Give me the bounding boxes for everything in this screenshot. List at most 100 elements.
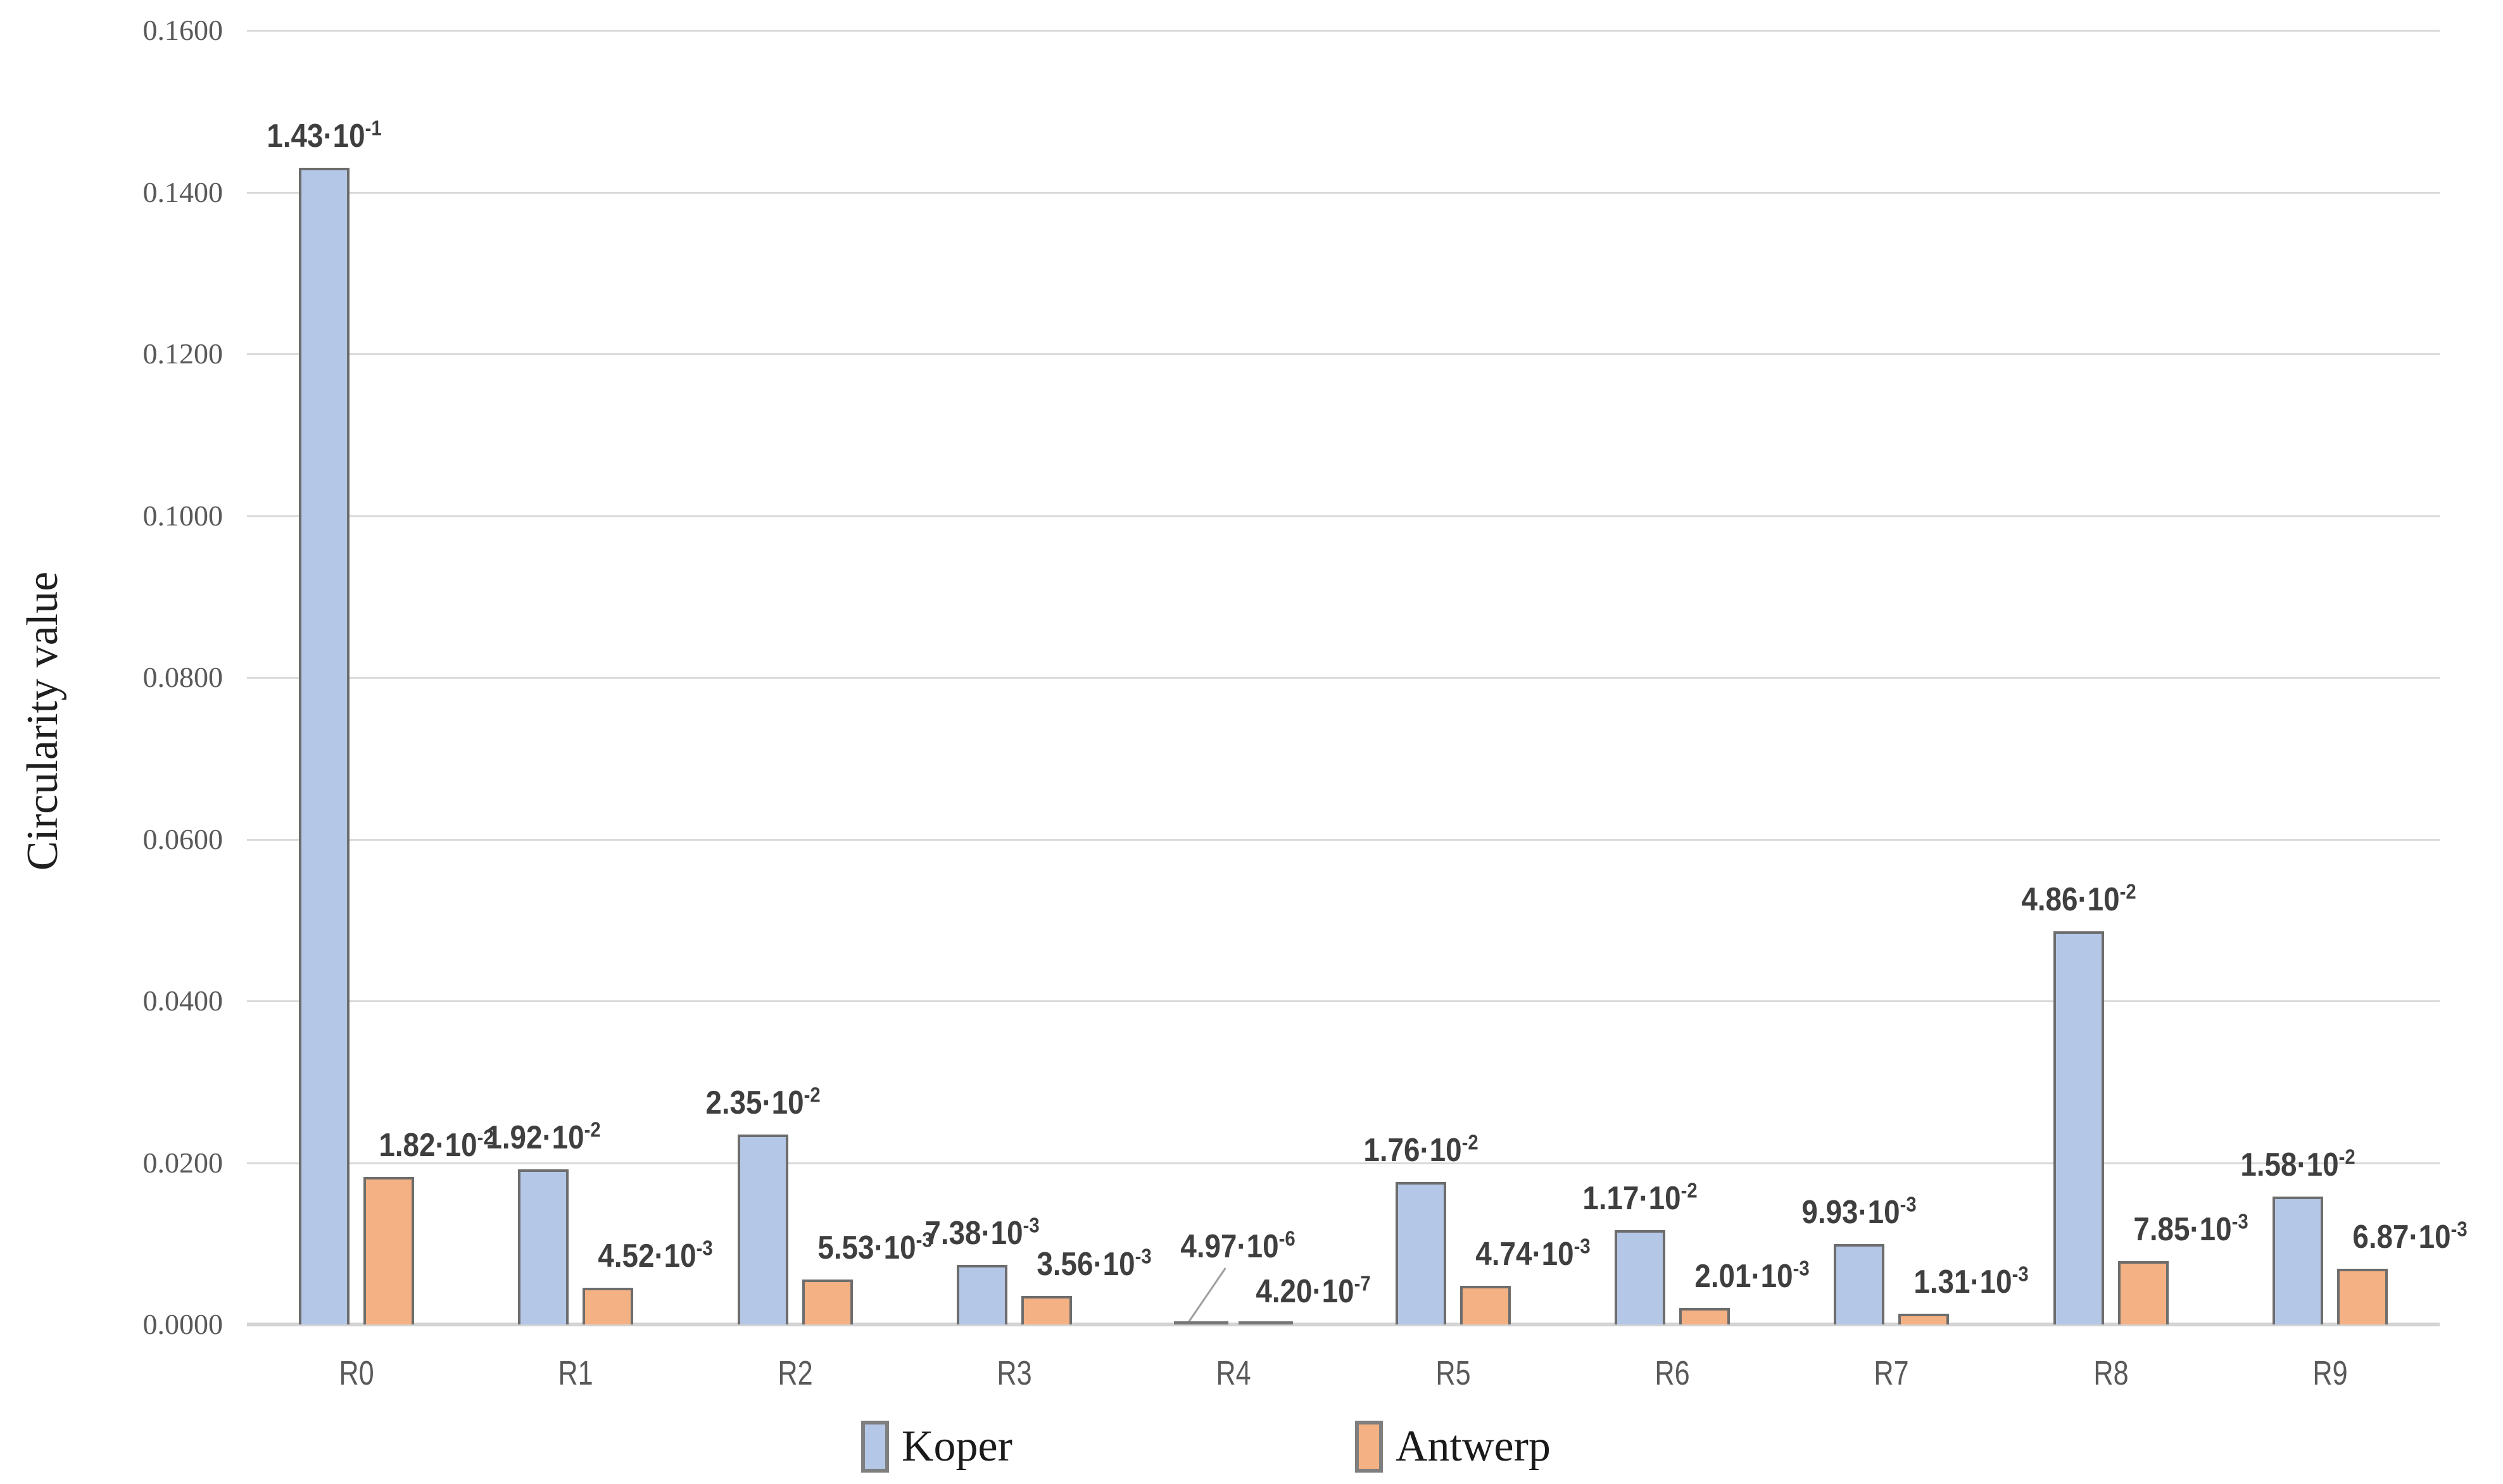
gridline	[247, 1000, 2440, 1002]
data-label-text: 4.74·10-3	[1475, 1235, 1591, 1273]
x-tick-label: R4	[1212, 1356, 1256, 1390]
x-axis-line	[247, 1323, 2440, 1326]
data-label-koper-r5: 1.76·10-2	[1356, 1133, 1486, 1168]
data-label-koper-r7: 9.93·10-3	[1794, 1195, 1924, 1230]
bar-koper-r1	[518, 1169, 569, 1324]
data-label-koper-r4: 4.97·10-6	[1173, 1229, 1303, 1264]
x-tick-label: R3	[993, 1356, 1037, 1390]
bar-antwerp-r7	[1898, 1314, 1950, 1324]
x-tick-label: R0	[335, 1356, 379, 1390]
x-tick-label: R8	[2089, 1356, 2133, 1390]
gridline	[247, 353, 2440, 355]
gridline	[247, 30, 2440, 32]
bar-antwerp-r4	[1239, 1321, 1294, 1324]
data-label-antwerp-r8: 7.85·10-3	[2126, 1212, 2256, 1247]
data-label-text: 4.20·10-7	[1256, 1272, 1371, 1310]
data-label-text: 4.97·10-6	[1180, 1227, 1296, 1265]
data-label-text: 6.87·10-3	[2352, 1217, 2468, 1255]
x-tick-text: R4	[1216, 1354, 1251, 1392]
bar-koper-r8	[2053, 931, 2104, 1324]
data-label-antwerp-r2: 5.53·10-3	[810, 1230, 940, 1266]
y-tick-label: 0.1000	[142, 499, 224, 532]
y-tick-label: 0.0800	[142, 661, 224, 693]
bar-antwerp-r0	[363, 1177, 415, 1324]
data-label-antwerp-r7: 1.31·10-3	[1906, 1264, 2036, 1300]
x-tick-text: R2	[778, 1354, 813, 1392]
data-label-text: 9.93·10-3	[1801, 1193, 1917, 1231]
x-tick-label: R6	[1650, 1356, 1694, 1390]
data-label-text: 3.56·10-3	[1037, 1245, 1152, 1283]
bar-antwerp-r1	[583, 1288, 634, 1324]
bar-koper-r2	[737, 1135, 788, 1324]
data-label-text: 1.82·10-2	[379, 1126, 494, 1164]
data-label-antwerp-r9: 6.87·10-3	[2345, 1219, 2475, 1255]
bar-koper-r7	[1834, 1244, 1885, 1324]
data-label-koper-r1: 1.92·10-2	[478, 1120, 608, 1155]
x-tick-text: R1	[558, 1354, 594, 1392]
data-label-antwerp-r4: 4.20·10-7	[1248, 1274, 1378, 1309]
bar-antwerp-r3	[1021, 1296, 1073, 1324]
x-tick-text: R3	[997, 1354, 1032, 1392]
bar-koper-r5	[1395, 1182, 1446, 1324]
legend-label-koper: Koper	[902, 1422, 1012, 1471]
x-tick-text: R0	[339, 1354, 374, 1392]
data-label-koper-r0: 1.43·10-1	[259, 118, 389, 154]
bar-antwerp-r8	[2117, 1261, 2169, 1324]
data-label-text: 7.85·10-3	[2133, 1210, 2248, 1248]
y-tick-label: 0.1600	[142, 14, 224, 46]
legend-entry-antwerp: Antwerp	[1355, 1412, 1551, 1481]
data-label-text: 1.17·10-2	[1582, 1179, 1698, 1217]
gridline	[247, 838, 2440, 841]
data-label-text: 4.86·10-2	[2021, 880, 2136, 918]
data-label-koper-r3: 7.38·10-3	[917, 1216, 1047, 1251]
bar-antwerp-r2	[802, 1280, 853, 1324]
data-label-antwerp-r6: 2.01·10-3	[1687, 1259, 1817, 1294]
y-axis-title: Circularity value	[18, 571, 67, 871]
x-tick-label: R5	[1431, 1356, 1475, 1390]
data-label-text: 4.52·10-3	[598, 1236, 714, 1274]
bar-koper-r4	[1174, 1321, 1229, 1324]
data-label-text: 7.38·10-3	[924, 1214, 1040, 1252]
data-label-koper-r9: 1.58·10-2	[2233, 1147, 2363, 1183]
data-label-text: 2.01·10-3	[1694, 1257, 1810, 1295]
data-label-text: 2.35·10-2	[705, 1083, 821, 1121]
data-label-antwerp-r0: 1.82·10-2	[371, 1128, 501, 1163]
legend-swatch-koper	[861, 1421, 889, 1473]
bar-koper-r3	[957, 1265, 1008, 1324]
x-tick-text: R5	[1435, 1354, 1471, 1392]
x-tick-text: R9	[2312, 1354, 2348, 1392]
bar-antwerp-r5	[1460, 1286, 1511, 1324]
x-tick-label: R7	[1870, 1356, 1914, 1390]
x-tick-label: R1	[554, 1356, 598, 1390]
legend-label-antwerp: Antwerp	[1396, 1422, 1551, 1471]
data-label-koper-r8: 4.86·10-2	[2014, 882, 2144, 917]
data-label-antwerp-r3: 3.56·10-3	[1029, 1247, 1159, 1282]
data-label-antwerp-r5: 4.74·10-3	[1468, 1236, 1598, 1272]
data-label-text: 1.92·10-2	[486, 1118, 602, 1156]
y-tick-label: 0.0600	[142, 822, 224, 855]
y-tick-label: 0.0200	[142, 1146, 224, 1179]
legend-swatch-antwerp	[1355, 1421, 1383, 1473]
legend-entry-koper: Koper	[861, 1412, 1012, 1481]
data-label-koper-r6: 1.17·10-2	[1575, 1181, 1705, 1216]
data-label-text: 1.43·10-1	[267, 116, 382, 154]
x-tick-text: R8	[2093, 1354, 2129, 1392]
x-tick-label: R9	[2308, 1356, 2352, 1390]
y-tick-label: 0.1400	[142, 175, 224, 208]
bar-antwerp-r6	[1679, 1308, 1730, 1324]
data-label-text: 1.76·10-2	[1363, 1131, 1478, 1169]
x-tick-text: R6	[1655, 1354, 1690, 1392]
gridline	[247, 1162, 2440, 1164]
bar-koper-r0	[299, 168, 350, 1324]
bar-koper-r9	[2272, 1197, 2323, 1324]
leader-line	[1188, 1267, 1226, 1323]
x-tick-label: R2	[773, 1356, 817, 1390]
gridline	[247, 677, 2440, 679]
data-label-text: 1.58·10-2	[2240, 1145, 2355, 1183]
x-tick-text: R7	[1874, 1354, 1909, 1392]
gridline	[247, 515, 2440, 517]
gridline	[247, 191, 2440, 194]
data-label-text: 5.53·10-3	[817, 1228, 933, 1266]
y-tick-label: 0.0000	[142, 1308, 224, 1340]
